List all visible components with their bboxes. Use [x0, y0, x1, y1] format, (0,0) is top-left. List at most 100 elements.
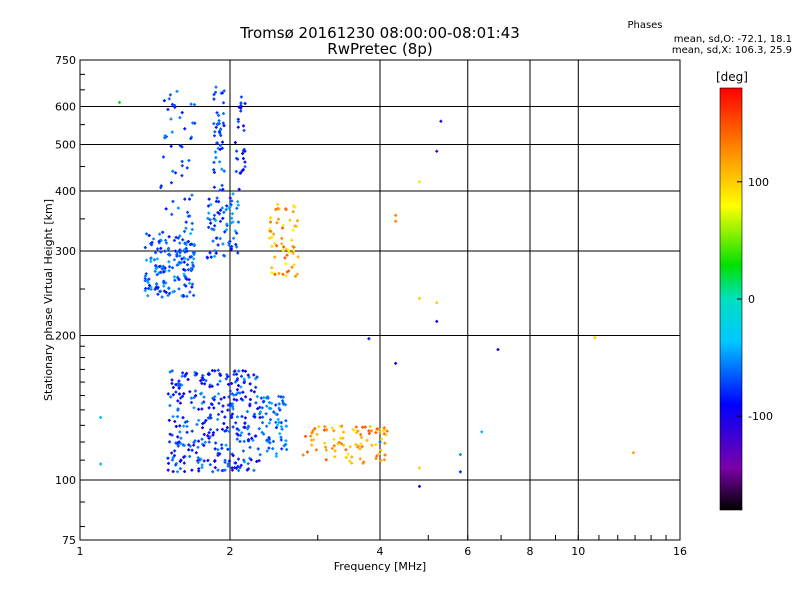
echo-point	[174, 424, 178, 428]
echo-point	[241, 151, 245, 155]
echo-point	[350, 455, 354, 459]
echo-point	[280, 236, 284, 240]
echo-point	[360, 445, 364, 449]
echo-point	[203, 420, 207, 424]
echo-point	[185, 277, 189, 281]
echo-point	[167, 269, 171, 273]
echo-point	[280, 447, 284, 451]
echo-point	[177, 277, 181, 281]
echo-point	[175, 263, 179, 267]
echo-point	[237, 469, 241, 473]
echo-point	[166, 293, 170, 297]
echo-point	[269, 407, 273, 411]
echo-point	[201, 422, 205, 426]
echo-point	[178, 401, 182, 405]
echo-point	[236, 384, 240, 388]
echo-point	[181, 371, 185, 375]
echo-point	[168, 291, 172, 295]
echo-point	[236, 120, 240, 124]
echo-point	[212, 217, 216, 221]
echo-point	[221, 187, 225, 191]
echo-point	[172, 258, 176, 262]
echo-point	[155, 257, 159, 261]
echo-point	[222, 210, 226, 214]
echo-point	[99, 462, 103, 466]
echo-point	[197, 407, 201, 411]
echo-point	[267, 436, 271, 440]
echo-point	[181, 394, 185, 398]
echo-point	[195, 372, 199, 376]
echo-point	[149, 285, 153, 289]
echo-point	[333, 455, 337, 459]
echo-point	[240, 415, 244, 419]
echo-point	[202, 432, 206, 436]
echo-point	[273, 242, 277, 246]
echo-point	[220, 427, 224, 431]
echo-point	[202, 443, 206, 447]
echo-point	[212, 406, 216, 410]
echo-point	[252, 390, 256, 394]
echo-point	[149, 259, 153, 263]
echo-point	[593, 336, 597, 340]
echo-point	[296, 255, 300, 259]
echo-point	[207, 406, 211, 410]
echo-point	[323, 425, 327, 429]
echo-point	[197, 439, 201, 443]
echo-point	[172, 275, 176, 279]
echo-point	[201, 426, 205, 430]
echo-point	[242, 147, 246, 151]
echo-point	[191, 263, 195, 267]
echo-point	[197, 418, 201, 422]
echo-point	[212, 160, 216, 164]
echo-point	[180, 159, 184, 163]
echo-point	[212, 228, 216, 232]
echo-point	[243, 416, 247, 420]
echo-point	[200, 401, 204, 405]
echo-point	[283, 256, 287, 260]
echo-point	[233, 229, 237, 233]
echo-point	[301, 453, 305, 457]
echo-point	[192, 257, 196, 261]
echo-point	[346, 452, 350, 456]
echo-point	[374, 431, 378, 435]
echo-point	[330, 426, 334, 430]
echo-point	[206, 372, 210, 376]
echo-point	[254, 401, 258, 405]
echo-point	[144, 272, 148, 276]
echo-point	[174, 390, 178, 394]
echo-point	[200, 437, 204, 441]
echo-point	[183, 470, 187, 474]
echo-point	[274, 412, 278, 416]
y-tick-label: 400	[55, 185, 76, 198]
echo-point	[261, 415, 265, 419]
echo-point	[183, 197, 187, 201]
echo-point	[186, 263, 190, 267]
echo-point	[292, 204, 296, 208]
echo-point	[272, 232, 276, 236]
echo-point	[162, 270, 166, 274]
echo-point	[236, 377, 240, 381]
echo-point	[219, 397, 223, 401]
echo-point	[200, 381, 204, 385]
echo-point	[231, 407, 235, 411]
echo-point	[160, 267, 164, 271]
echo-point	[188, 197, 192, 201]
echo-point	[167, 461, 171, 465]
echo-point	[216, 392, 220, 396]
echo-point	[292, 263, 296, 267]
echo-point	[146, 281, 150, 285]
echo-point	[291, 251, 295, 255]
echo-point	[284, 274, 288, 278]
echo-point	[192, 103, 196, 107]
echo-point	[270, 235, 274, 239]
echo-point	[288, 218, 292, 222]
echo-point	[293, 274, 297, 278]
echo-point	[161, 264, 165, 268]
echo-point	[394, 219, 398, 223]
echo-point	[276, 417, 280, 421]
echo-point	[183, 127, 187, 131]
echo-point	[253, 412, 257, 416]
x-tick-label: 6	[464, 545, 471, 558]
echo-point	[171, 470, 175, 474]
echo-point	[243, 160, 247, 164]
